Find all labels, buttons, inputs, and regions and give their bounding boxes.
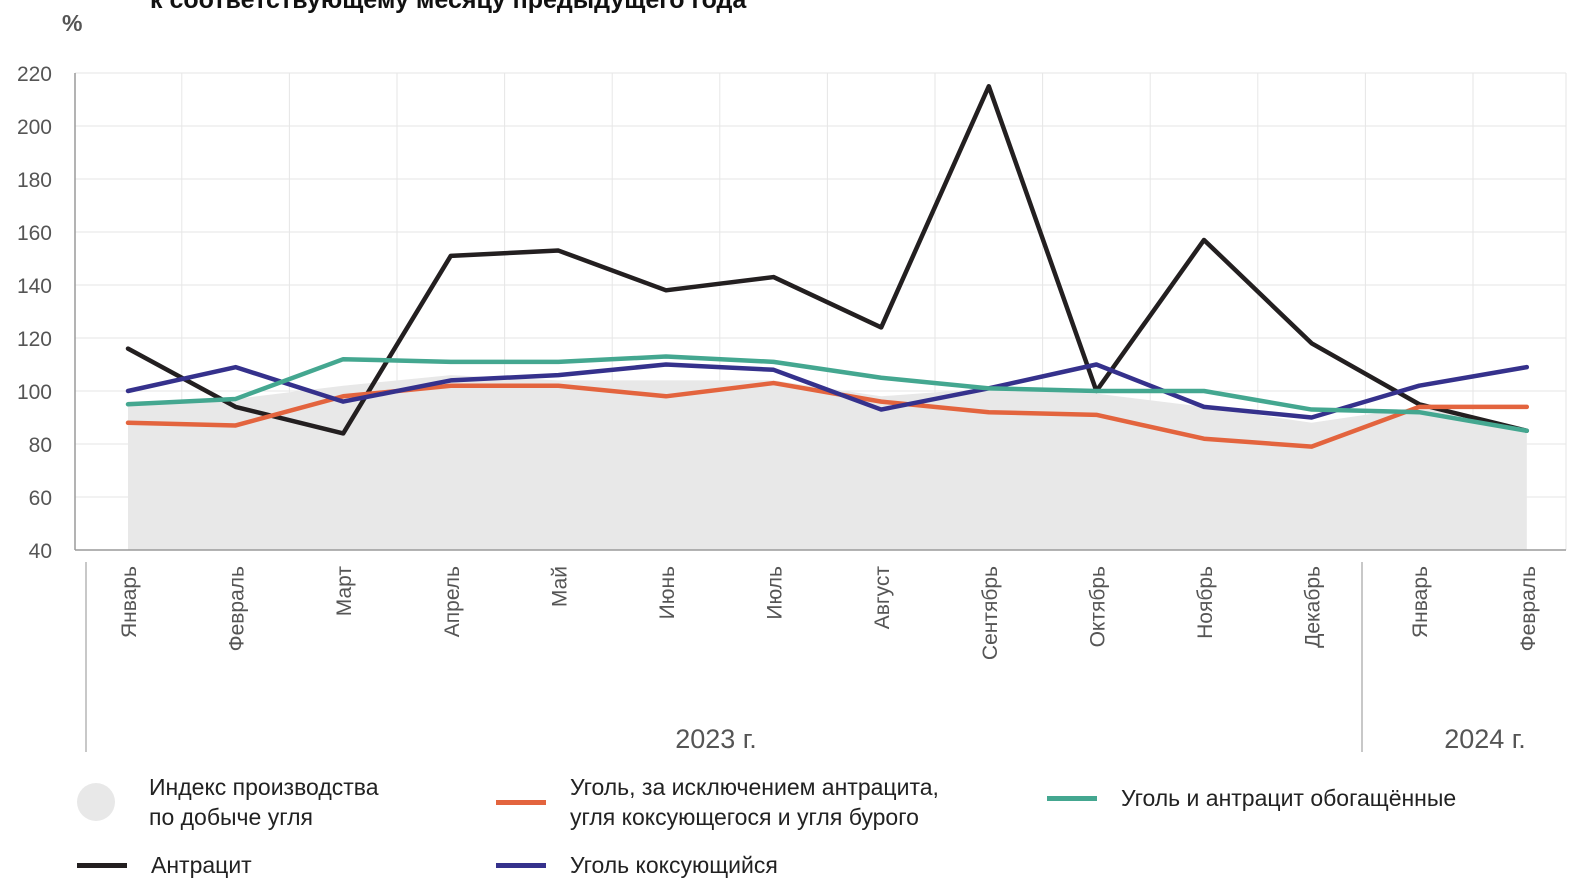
x-tick-label: Январь bbox=[1409, 566, 1432, 638]
legend-item-coking-coal: Уголь коксующийся bbox=[496, 850, 778, 880]
legend-swatch-enriched bbox=[1047, 795, 1097, 801]
x-tick-label: Ноябрь bbox=[1194, 566, 1217, 639]
legend-item-index: Индекс производства по добыче угля bbox=[77, 772, 379, 832]
y-tick-label: 200 bbox=[17, 116, 52, 139]
x-tick-label: Сентябрь bbox=[979, 566, 1002, 660]
legend-label-index: Индекс производства по добыче угля bbox=[149, 774, 379, 830]
line-coking-coal bbox=[125, 362, 1530, 420]
area-index-production bbox=[128, 375, 1527, 550]
legend-swatch-index bbox=[77, 783, 115, 821]
x-tick-label: Январь bbox=[118, 566, 141, 638]
legend-swatch-other-coal bbox=[496, 799, 546, 805]
y-tick-label: 40 bbox=[29, 540, 52, 563]
x-tick-label: Март bbox=[333, 566, 356, 617]
y-tick-label: 160 bbox=[17, 222, 52, 245]
chart-title: к соответствующему месяцу предыдущего го… bbox=[150, 0, 747, 14]
legend-label-enriched: Уголь и антрацит обогащённые bbox=[1121, 785, 1457, 811]
legend-item-other-coal: Уголь, за исключением антрацита, угля ко… bbox=[496, 772, 939, 832]
y-tick-label: 80 bbox=[29, 434, 52, 457]
x-tick-label: Июнь bbox=[656, 566, 679, 619]
x-tick-label: Август bbox=[871, 566, 894, 630]
y-tick-label: 220 bbox=[17, 63, 52, 86]
legend-label-other-coal: Уголь, за исключением антрацита, угля ко… bbox=[570, 774, 939, 830]
y-tick-label: 180 bbox=[17, 169, 52, 192]
y-tick-label: 100 bbox=[17, 381, 52, 404]
x-tick-label: Февраль bbox=[1517, 566, 1540, 651]
x-tick-label: Июль bbox=[764, 566, 787, 620]
year-label-2024: 2024 г. bbox=[1444, 724, 1526, 754]
x-tick-label: Октябрь bbox=[1086, 566, 1109, 647]
legend-item-anthracite: Антрацит bbox=[77, 850, 252, 880]
legend-label-anthracite: Антрацит bbox=[151, 852, 252, 878]
x-tick-label: Май bbox=[548, 566, 571, 607]
line-anthracite bbox=[125, 84, 1530, 436]
x-tick-label: Февраль bbox=[226, 566, 249, 651]
legend-swatch-coking-coal bbox=[496, 862, 546, 868]
legend-label-coking-coal: Уголь коксующийся bbox=[570, 852, 778, 878]
legend-item-enriched: Уголь и антрацит обогащённые bbox=[1047, 783, 1456, 813]
x-tick-label: Декабрь bbox=[1302, 566, 1325, 648]
line-other-coal bbox=[125, 380, 1530, 449]
y-tick-label: 120 bbox=[17, 328, 52, 351]
line-enriched bbox=[125, 354, 1530, 433]
y-tick-label: 140 bbox=[17, 275, 52, 298]
y-tick-label: 60 bbox=[29, 487, 52, 510]
x-tick-label: Апрель bbox=[441, 566, 464, 637]
y-axis-unit: % bbox=[62, 10, 83, 36]
legend-swatch-anthracite bbox=[77, 862, 127, 868]
year-label-2023: 2023 г. bbox=[675, 724, 757, 754]
